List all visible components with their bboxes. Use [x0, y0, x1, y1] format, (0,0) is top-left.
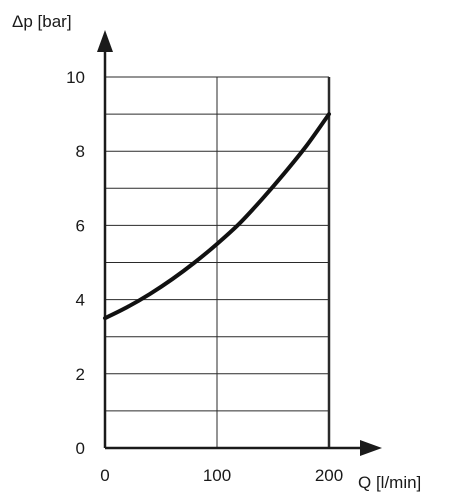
x-axis-label: Q [l/min] [358, 473, 421, 492]
y-tick-label: 10 [66, 68, 85, 87]
chart-axes [97, 30, 382, 456]
x-tick-label: 100 [203, 466, 231, 485]
y-axis-label: Δp [bar] [12, 12, 72, 31]
chart-grid [105, 76, 331, 448]
x-tick-label: 200 [315, 466, 343, 485]
chart-series [103, 112, 331, 321]
x-tick-label: 0 [100, 466, 109, 485]
x-axis-arrow [360, 440, 382, 456]
y-tick-label: 0 [76, 439, 85, 458]
y-tick-label: 4 [76, 291, 85, 310]
y-tick-label: 2 [76, 365, 85, 384]
y-tick-label: 8 [76, 142, 85, 161]
y-axis-arrow [97, 30, 113, 52]
series-line [103, 112, 331, 321]
y-tick-label: 6 [76, 216, 85, 235]
